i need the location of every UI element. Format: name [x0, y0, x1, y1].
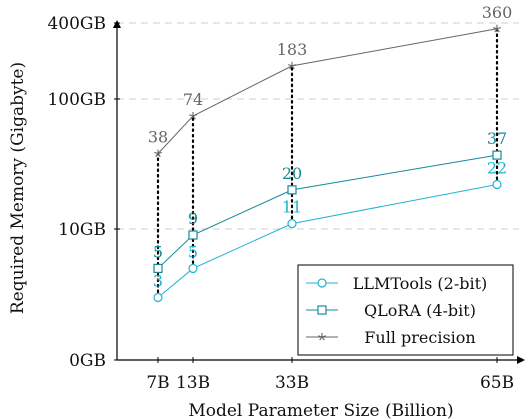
- legend-marker: [318, 333, 326, 341]
- x-tick-label: 33B: [275, 373, 309, 393]
- data-label: 3: [153, 271, 163, 290]
- data-label: 38: [148, 128, 168, 147]
- data-point: [287, 219, 297, 229]
- y-tick-label: 0GB: [69, 351, 106, 371]
- data-point: [493, 24, 501, 33]
- data-label: 22: [487, 158, 507, 177]
- data-point: [492, 179, 502, 190]
- data-label: 5: [188, 242, 198, 261]
- y-tick-label: 100GB: [47, 90, 106, 110]
- x-tick-label: 65B: [480, 373, 514, 393]
- series-star: [154, 24, 501, 158]
- data-point: [188, 230, 198, 240]
- legend-label: QLoRA (4-bit): [364, 301, 476, 320]
- data-point: [154, 149, 162, 158]
- data-point: [288, 61, 296, 70]
- series-line: [157, 154, 498, 269]
- drop-lines: [156, 27, 499, 299]
- series-line: [157, 28, 498, 154]
- y-axis-arrow: [113, 20, 121, 28]
- legend-entry: QLoRA (4-bit): [306, 301, 476, 320]
- data-label: 5: [153, 242, 163, 261]
- data-point: [492, 150, 502, 160]
- data-point: [287, 185, 297, 195]
- data-labels: 3 5 11 22 5 9 20 37 38 74 183 360: [148, 3, 512, 291]
- legend: LLMTools (2-bit) QLoRA (4-bit) Full precis…: [297, 264, 514, 356]
- legend-entry: LLMTools (2-bit): [306, 274, 487, 293]
- data-point: [153, 263, 163, 274]
- legend-marker: [317, 305, 327, 315]
- data-label: 37: [487, 129, 507, 148]
- data-label: 20: [282, 164, 302, 183]
- series-square: [153, 150, 502, 274]
- data-label: 9: [188, 209, 198, 228]
- axes: [113, 20, 525, 364]
- series-circle: [153, 179, 502, 303]
- data-point: [189, 112, 197, 120]
- data-label: 74: [183, 90, 203, 109]
- data-label: 183: [277, 40, 308, 59]
- legend-label: Full precision: [364, 328, 475, 347]
- y-tick-label: 400GB: [47, 14, 106, 34]
- grid-lines: [117, 22, 519, 230]
- x-axis-label: Model Parameter Size (Billion): [188, 401, 453, 420]
- legend-marker: [317, 278, 327, 288]
- x-tick-label: 13B: [176, 373, 210, 393]
- data-point: [153, 292, 163, 303]
- data-point: [188, 263, 198, 274]
- tick-labels: 0GB 10GB 100GB 400GB 7B 13B 33B 65B: [47, 14, 514, 393]
- y-tick-label: 10GB: [58, 220, 106, 240]
- legend-entry: Full precision: [306, 328, 476, 347]
- series-line: [157, 183, 498, 298]
- x-axis-arrow: [517, 356, 525, 364]
- legend-label: LLMTools (2-bit): [353, 274, 488, 293]
- data-label: 360: [482, 3, 513, 22]
- x-tick-label: 7B: [146, 373, 169, 393]
- y-axis-label: Required Memory (Gigabyte): [8, 62, 28, 314]
- data-label: 11: [282, 198, 302, 217]
- series-group: [153, 24, 502, 303]
